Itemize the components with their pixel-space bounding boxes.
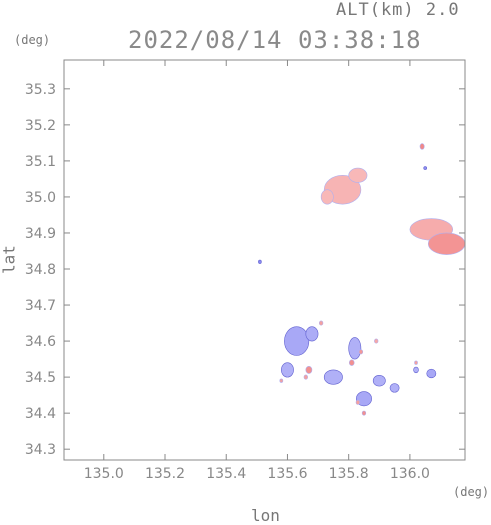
echo-blob	[348, 359, 355, 366]
y-tick-label: 34.4	[25, 406, 56, 422]
axis-ticks: 135.0 135.2 135.4 135.6 135.8 136.0 34.3 34.4 34…	[25, 60, 465, 482]
echo-blob	[320, 189, 334, 205]
x-tick-label: 135.8	[329, 466, 369, 482]
echo-blob	[305, 326, 319, 342]
x-tick-label: 135.4	[206, 466, 246, 482]
echo-blob	[426, 368, 437, 379]
echo-blob	[361, 410, 367, 416]
echo-blob	[305, 366, 313, 374]
echo-blob	[372, 375, 386, 387]
altitude-label: ALT(km) 2.0	[336, 0, 460, 20]
echo-blob	[414, 360, 418, 365]
y-tick-label: 34.6	[25, 334, 56, 350]
echo-blob	[323, 369, 343, 385]
y-tick-label: 35.2	[25, 118, 56, 134]
y-tick-label: 35.3	[25, 82, 56, 98]
echo-blob	[413, 366, 419, 374]
echo-blob	[374, 338, 379, 344]
y-tick-label: 35.0	[25, 190, 56, 206]
echo-blob	[389, 383, 400, 393]
datetime-title: 2022/08/14 03:38:18	[128, 26, 422, 54]
echo-blob	[348, 337, 362, 360]
y-tick-label: 34.3	[25, 442, 56, 458]
echo-blob	[281, 362, 294, 378]
y-tick-label: 34.7	[25, 298, 56, 314]
echo-blob	[419, 143, 425, 150]
x-axis-unit: (deg)	[453, 485, 490, 499]
x-tick-label: 135.6	[267, 466, 307, 482]
echo-blob	[358, 349, 364, 355]
y-tick-label: 34.9	[25, 226, 56, 242]
plot-frame	[63, 59, 466, 461]
y-tick-label: 34.5	[25, 370, 56, 386]
y-tick-label: 34.8	[25, 262, 56, 278]
echo-blob	[355, 399, 360, 405]
x-tick-label: 135.2	[145, 466, 185, 482]
x-axis-label: lon	[251, 506, 280, 525]
echo-blob	[284, 326, 310, 356]
y-tick-label: 35.1	[25, 154, 56, 170]
echo-blob	[258, 259, 262, 264]
echo-blob	[318, 320, 324, 326]
echo-blob	[427, 232, 466, 255]
echo-blob	[423, 166, 428, 170]
x-tick-label: 136.0	[390, 466, 430, 482]
x-tick-label: 135.0	[84, 466, 124, 482]
echo-blob	[348, 167, 368, 183]
echo-blobs	[258, 143, 466, 416]
echo-blob	[303, 374, 308, 380]
echo-blob	[279, 378, 284, 383]
echo-blob	[356, 391, 372, 407]
y-axis-unit: (deg)	[14, 33, 51, 47]
